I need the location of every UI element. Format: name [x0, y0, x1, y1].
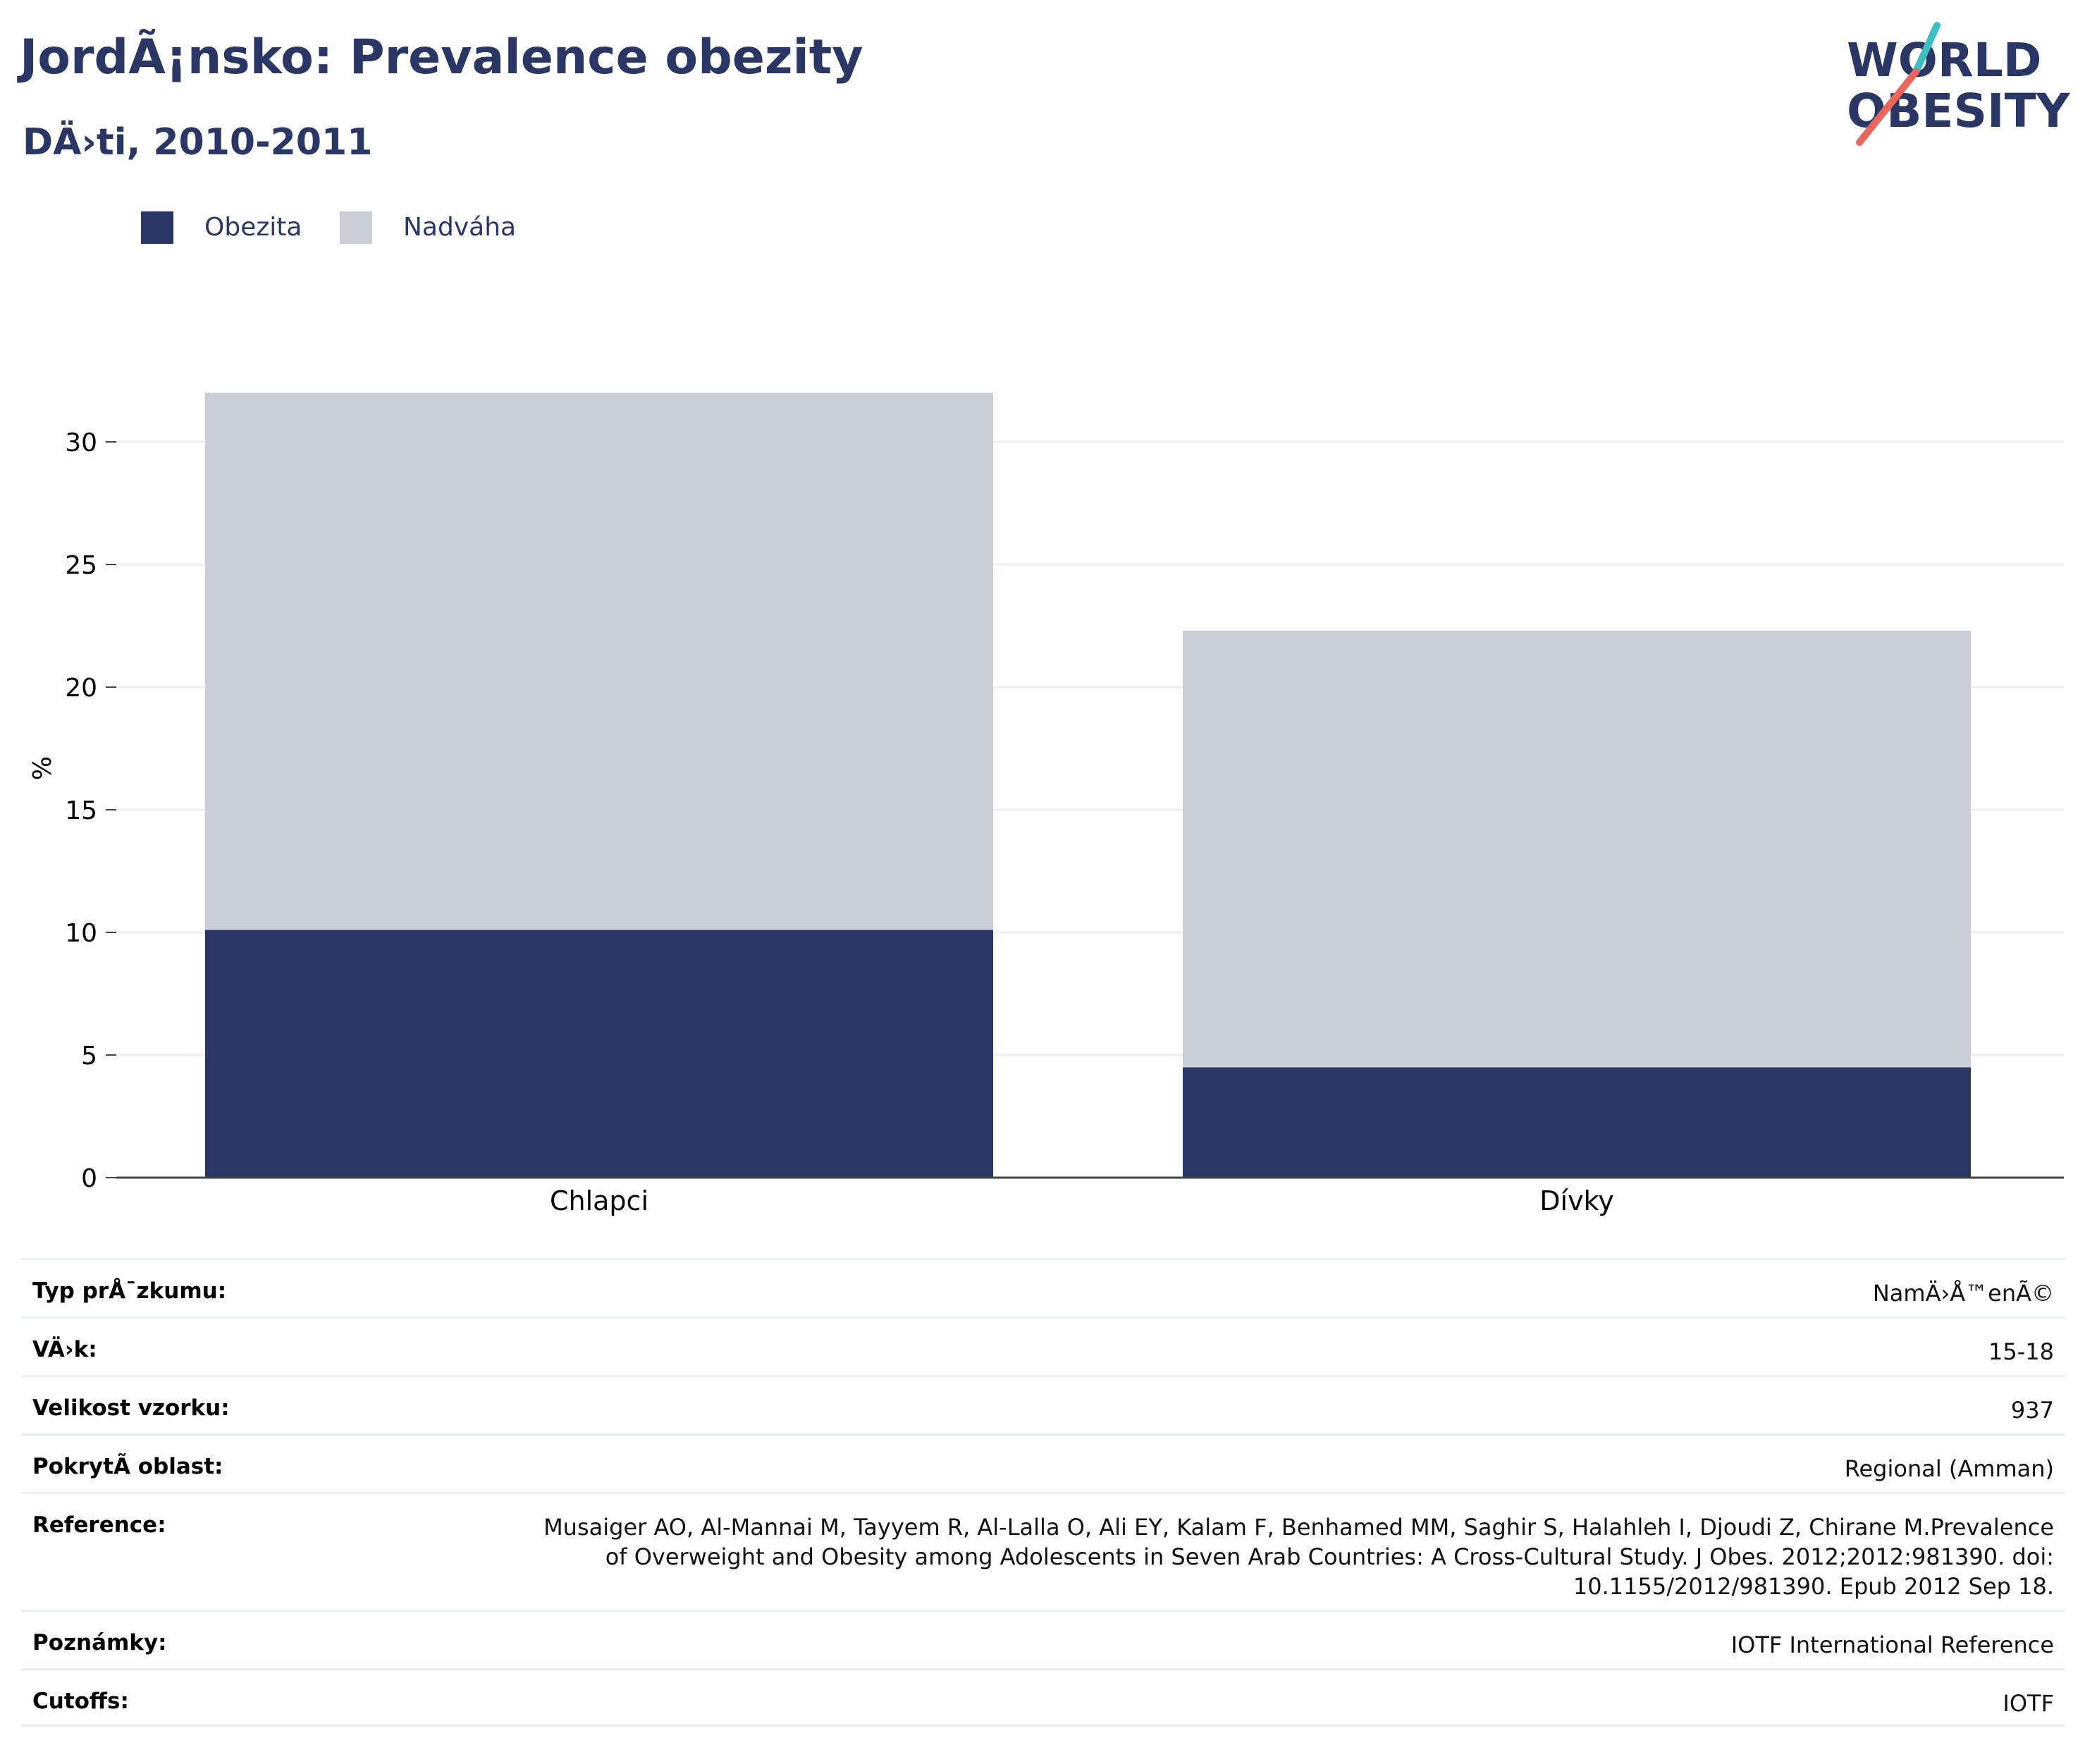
meta-label-sample-size: Velikost vzorku:	[32, 1395, 230, 1421]
legend-label-obezita: Obezita	[204, 213, 302, 242]
meta-row-reference: Reference: Musaiger AO, Al-Mannai M, Tay…	[21, 1492, 2065, 1610]
y-axis-label: %	[28, 756, 57, 780]
y-tick-label: 5	[81, 1042, 97, 1071]
meta-label-notes: Poznámky:	[32, 1630, 167, 1655]
logo-slash-teal	[1912, 22, 1941, 75]
meta-row-age: VÄ›k: 15-18	[21, 1316, 2065, 1375]
x-axis-ticks: Chlapci Dívky	[116, 1176, 2064, 1216]
y-tick-label: 20	[65, 674, 97, 703]
x-tick-label: Chlapci	[550, 1185, 648, 1216]
logo-slash-coral	[1856, 68, 1919, 146]
bar-nadv-ha-0[interactable]	[205, 393, 993, 930]
bar-obezita-0[interactable]	[205, 930, 993, 1178]
meta-row-notes: Poznámky: IOTF International Reference	[21, 1610, 2065, 1668]
y-tick-label: 30	[65, 428, 97, 457]
reference-line: of Overweight and Obesity among Adolesce…	[605, 1543, 2054, 1570]
meta-value-sample-size: 937	[2010, 1397, 2054, 1424]
y-tick-label: 15	[65, 796, 97, 825]
meta-label-age: VÄ›k:	[32, 1337, 97, 1362]
legend-label-nadvaha: Nadváha	[403, 213, 517, 242]
stacked-bar-chart: 0 5 10 15 20 25 30 Chlapci Dívky %	[28, 393, 2064, 1216]
meta-label-coverage: PokrytÃ­ oblast:	[32, 1454, 223, 1479]
y-tick-label: 25	[65, 551, 97, 580]
logo-word-world: WORLD	[1847, 33, 2042, 87]
meta-row-survey-type: Typ prÅ¯zkumu: NamÄ›Å™enÃ©	[21, 1258, 2065, 1316]
meta-value-cutoffs: IOTF	[2003, 1690, 2054, 1717]
meta-label-survey-type: Typ prÅ¯zkumu:	[32, 1278, 227, 1304]
survey-details-table: Typ prÅ¯zkumu: NamÄ›Å™enÃ© VÄ›k: 15-18 V…	[21, 1258, 2065, 1727]
x-tick-label: Dívky	[1539, 1185, 1613, 1216]
chart-subtitle: DÄ›ti, 2010-2011	[23, 121, 373, 164]
legend-swatch-nadvaha	[340, 211, 372, 244]
bar-nadv-ha-1[interactable]	[1183, 630, 1971, 1068]
world-obesity-logo: WORLD OBESITY	[1847, 22, 2071, 146]
meta-value-coverage: Regional (Amman)	[1844, 1455, 2054, 1482]
meta-value-notes: IOTF International Reference	[1730, 1632, 2054, 1658]
y-tick-label: 10	[65, 919, 97, 948]
y-tick-label: 0	[81, 1164, 97, 1193]
meta-value-survey-type: NamÄ›Å™enÃ©	[1872, 1280, 2054, 1307]
chart-title: JordÃ¡nsko: Prevalence obezity	[20, 30, 863, 85]
bar-obezita-1[interactable]	[1183, 1067, 1971, 1178]
meta-value-age: 15-18	[1988, 1338, 2054, 1365]
y-axis-ticks: 0 5 10 15 20 25 30	[65, 428, 116, 1193]
meta-value-reference: Musaiger AO, Al-Mannai M, Tayyem R, Al-L…	[543, 1494, 2054, 1601]
chart-bars	[205, 393, 1971, 1178]
meta-row-cutoffs: Cutoffs: IOTF	[21, 1668, 2065, 1727]
legend-swatch-obezita	[141, 211, 173, 244]
meta-row-sample-size: Velikost vzorku: 937	[21, 1375, 2065, 1433]
meta-label-reference: Reference:	[32, 1512, 166, 1538]
reference-line: 10.1155/2012/981390. Epub 2012 Sep 18.	[1573, 1573, 2054, 1600]
meta-label-cutoffs: Cutoffs:	[32, 1689, 129, 1714]
meta-row-coverage: PokrytÃ­ oblast: Regional (Amman)	[21, 1433, 2065, 1492]
reference-line: Musaiger AO, Al-Mannai M, Tayyem R, Al-L…	[543, 1514, 2054, 1541]
